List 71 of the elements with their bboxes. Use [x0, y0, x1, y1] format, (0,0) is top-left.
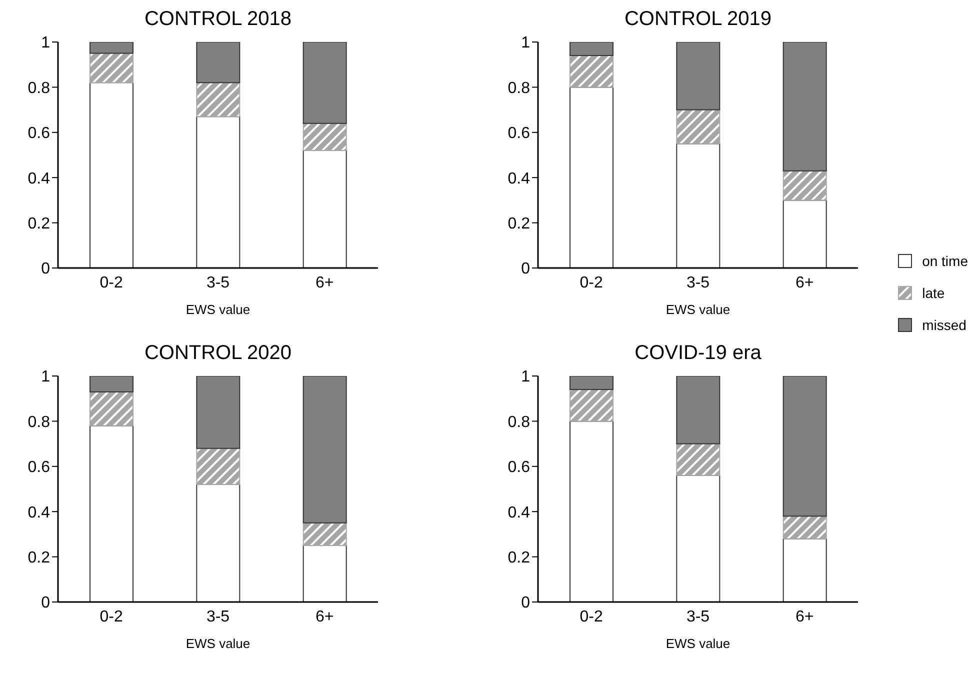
x-tick-label: 3-5	[206, 274, 230, 292]
bar	[676, 474, 720, 602]
y-tick-label: 0	[41, 594, 50, 612]
bar	[302, 545, 347, 602]
y-tick-label: 0.8	[28, 80, 50, 97]
x-tick-label: 6+	[316, 608, 334, 626]
y-tick-label: 0	[521, 260, 530, 278]
bar	[782, 538, 827, 602]
y-tick-label: 0.8	[28, 414, 50, 431]
x-tick-label: 6+	[796, 608, 814, 626]
x-tick-label: 0-2	[580, 274, 603, 292]
x-tick-label: 0-2	[100, 274, 123, 292]
chart-title: CONTROL 2018	[143, 8, 293, 31]
bar	[302, 42, 347, 124]
bar	[196, 484, 240, 602]
y-tick-label: 0	[41, 260, 50, 278]
y-tick-label: 1	[521, 368, 530, 386]
y-tick-label: 0.6	[28, 125, 50, 142]
bar	[782, 42, 827, 172]
y-tick-label: 0.4	[508, 504, 530, 522]
x-tick-label: 6+	[316, 274, 334, 292]
y-tick-label: 1	[521, 34, 530, 52]
y-tick-label: 0.4	[28, 170, 50, 188]
y-tick-label: 0.4	[508, 170, 530, 188]
y-tick-label: 0.8	[508, 80, 530, 97]
x-tick-label: 3-5	[686, 274, 710, 292]
y-tick-label: 1	[41, 34, 50, 52]
x-tick-label: 0-2	[580, 608, 603, 626]
y-tick-label: 0.2	[508, 549, 530, 566]
bar	[782, 200, 827, 268]
bar	[90, 376, 134, 392]
y-tick-label: 0.8	[508, 414, 530, 431]
x-axis-title: EWS value	[666, 636, 730, 651]
y-tick-label: 0	[521, 594, 530, 612]
y-tick-label: 0.2	[28, 549, 50, 566]
y-tick-label: 0.2	[508, 215, 530, 232]
y-tick-label: 0.6	[508, 459, 530, 476]
bar	[570, 376, 614, 390]
y-tick-label: 1	[41, 368, 50, 386]
bar	[196, 116, 240, 268]
bar	[196, 376, 240, 449]
x-tick-label: 3-5	[206, 608, 230, 626]
bar	[302, 376, 347, 524]
bar	[676, 42, 720, 110]
x-tick-label: 0-2	[100, 608, 123, 626]
legend-label: on time	[922, 253, 968, 269]
bar	[90, 425, 134, 602]
chart-title: CONTROL 2020	[143, 342, 293, 365]
x-tick-label: 6+	[796, 274, 814, 292]
bar	[90, 82, 134, 268]
x-tick-label: 3-5	[686, 608, 710, 626]
bar	[302, 150, 347, 268]
bar	[570, 86, 614, 268]
bar	[676, 376, 720, 444]
bar	[570, 42, 614, 56]
x-axis-title: EWS value	[186, 636, 250, 651]
y-tick-label: 0.4	[28, 504, 50, 522]
x-axis-title: EWS value	[666, 302, 730, 317]
bar	[782, 376, 827, 517]
x-axis-title: EWS value	[186, 302, 250, 317]
legend-label: missed	[922, 317, 966, 333]
bar	[570, 420, 614, 602]
bar	[90, 42, 134, 54]
chart-title: CONTROL 2019	[623, 8, 773, 31]
bar	[196, 42, 240, 84]
bar	[676, 143, 720, 268]
legend-label: late	[922, 285, 945, 301]
y-tick-label: 0.2	[28, 215, 50, 232]
chart-title: COVID-19 era	[634, 342, 762, 365]
y-tick-label: 0.6	[508, 125, 530, 142]
y-tick-label: 0.6	[28, 459, 50, 476]
